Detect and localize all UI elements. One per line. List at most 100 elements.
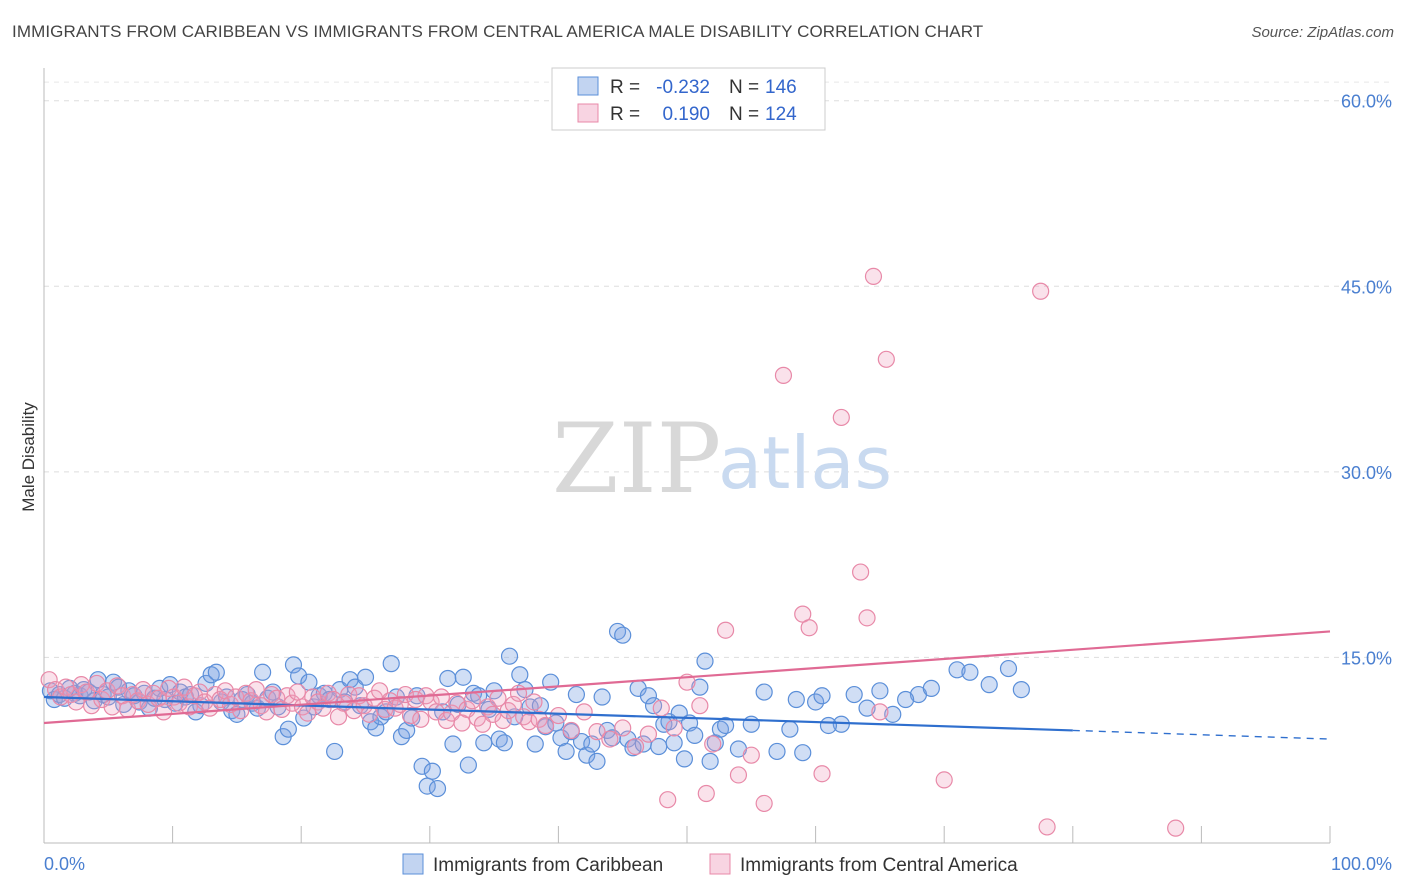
data-point <box>614 719 632 737</box>
data-point <box>562 721 580 740</box>
data-point <box>525 693 543 711</box>
data-point <box>614 626 632 644</box>
data-point <box>288 683 306 701</box>
data-point <box>884 705 902 723</box>
data-point <box>423 762 441 780</box>
data-point <box>864 267 883 286</box>
data-point <box>781 720 799 738</box>
data-point <box>774 366 793 384</box>
data-point <box>434 703 452 721</box>
y-axis-label: Male Disability <box>19 402 38 512</box>
data-point <box>588 723 606 741</box>
watermark-zip: ZIP <box>552 403 721 515</box>
data-point <box>768 742 786 761</box>
data-point <box>877 350 895 368</box>
data-point <box>326 742 344 761</box>
data-point <box>813 687 831 705</box>
data-point <box>444 735 462 753</box>
data-point <box>1167 819 1185 837</box>
data-point <box>871 703 889 721</box>
legend-swatch-pink <box>577 103 599 123</box>
data-point <box>961 663 979 681</box>
data-point <box>207 663 225 681</box>
data-point <box>473 715 492 733</box>
data-point <box>659 791 677 809</box>
data-point <box>428 779 447 798</box>
data-point <box>800 619 818 637</box>
trend-line-caribbean <box>43 695 1073 732</box>
data-point <box>509 684 528 702</box>
data-point <box>1038 818 1056 836</box>
data-point <box>675 750 694 768</box>
data-point <box>588 752 606 770</box>
data-point <box>593 688 611 706</box>
data-point <box>871 682 889 700</box>
legend-n-value-1: 146 <box>765 77 797 98</box>
data-point <box>665 734 683 752</box>
data-point <box>858 609 876 627</box>
data-point <box>401 706 420 725</box>
x-tick-label-min: 0.0% <box>44 854 85 874</box>
data-point <box>413 757 431 775</box>
y-tick-label: 45.0% <box>1341 277 1392 297</box>
data-point <box>845 685 863 704</box>
data-point <box>704 735 722 753</box>
data-point <box>1012 680 1030 699</box>
data-point <box>432 688 450 706</box>
y-tick-labels: 15.0% 30.0% 45.0% 60.0% <box>1341 92 1392 669</box>
data-point <box>511 666 529 684</box>
data-point <box>170 694 188 712</box>
bottom-legend-swatch-blue <box>402 853 424 875</box>
data-point <box>463 692 481 710</box>
data-point <box>166 694 184 712</box>
data-point <box>999 659 1018 678</box>
legend-r-label-2: R = <box>610 104 640 125</box>
legend-r-value-2: 0.190 <box>662 104 710 125</box>
legend-n-label-2: N = <box>729 104 759 125</box>
data-point <box>832 408 850 427</box>
data-point <box>665 719 683 737</box>
data-point <box>439 669 457 688</box>
data-point <box>254 663 272 681</box>
trend-line-central-america <box>43 630 1331 725</box>
data-point <box>652 699 670 717</box>
data-point <box>858 699 876 717</box>
data-point <box>557 742 575 761</box>
legend-n-label-1: N = <box>729 77 759 98</box>
data-point <box>530 710 548 728</box>
data-point <box>578 746 596 764</box>
data-point <box>40 671 58 689</box>
data-point <box>283 694 301 712</box>
watermark-atlas: atlas <box>718 421 892 505</box>
data-point <box>716 716 735 735</box>
legend-r-label-1: R = <box>610 77 640 98</box>
data-point <box>475 734 493 752</box>
data-point <box>701 752 719 770</box>
data-point <box>922 679 940 697</box>
y-tick-label: 15.0% <box>1341 648 1392 668</box>
data-point <box>935 771 953 789</box>
data-point <box>567 685 586 704</box>
data-point <box>536 716 555 735</box>
data-point <box>897 690 915 709</box>
data-point <box>284 656 303 674</box>
data-point <box>806 693 825 711</box>
data-point <box>575 703 593 721</box>
data-point <box>279 720 297 738</box>
data-point <box>691 678 709 696</box>
data-point <box>980 676 998 694</box>
series-central-america-points <box>40 267 1185 837</box>
trend-line-caribbean-extension <box>1072 729 1331 740</box>
data-point <box>852 563 870 581</box>
data-point <box>813 765 831 783</box>
data-point <box>382 655 400 673</box>
data-point <box>459 756 477 774</box>
data-point <box>755 794 773 813</box>
data-point <box>360 705 378 723</box>
data-point <box>526 735 544 753</box>
gridlines <box>44 81 1392 658</box>
data-point <box>412 710 430 728</box>
data-point <box>686 726 704 744</box>
legend-n-value-2: 124 <box>765 104 797 125</box>
data-point <box>549 706 568 725</box>
